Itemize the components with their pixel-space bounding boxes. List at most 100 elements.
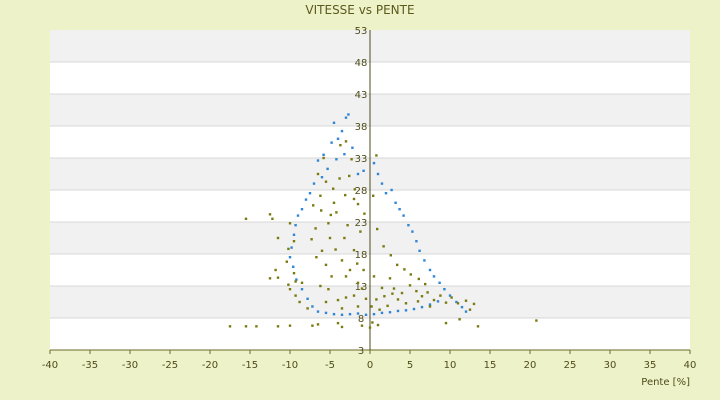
x-tick-label: -25 (162, 360, 178, 371)
data-point-olive (287, 283, 290, 286)
data-point-olive (332, 201, 336, 204)
x-tick-label: 35 (644, 360, 657, 371)
data-point-blue (308, 192, 312, 195)
data-point-olive (348, 268, 352, 272)
data-point-olive (311, 324, 314, 327)
data-point-blue (290, 246, 293, 249)
data-point-olive (360, 324, 364, 327)
data-point-blue (292, 233, 296, 236)
data-point-blue (455, 300, 458, 304)
data-point-blue (438, 281, 441, 284)
data-point-olive (364, 297, 368, 300)
data-point-olive (322, 156, 325, 160)
data-point-olive (375, 154, 378, 157)
data-point-blue (415, 240, 418, 243)
data-point-blue (335, 158, 338, 161)
data-point-olive (350, 158, 353, 161)
data-point-olive (310, 238, 313, 241)
data-point-olive (372, 275, 376, 278)
data-point-blue (300, 208, 304, 211)
data-point-blue (420, 305, 424, 309)
data-point-blue (364, 313, 368, 316)
data-point-olive (360, 287, 364, 290)
y-tick-label: 43 (355, 90, 368, 101)
x-tick-label: -15 (242, 360, 258, 371)
y-tick-label: 18 (355, 250, 368, 261)
x-tick-label: -40 (42, 360, 58, 371)
data-point-blue (316, 159, 320, 162)
y-tick-label: 53 (355, 26, 368, 37)
data-point-olive (324, 263, 328, 267)
data-point-olive (276, 236, 280, 240)
y-tick-label: 33 (355, 154, 368, 165)
y-tick-label: 28 (355, 186, 368, 197)
data-point-olive (315, 256, 318, 259)
data-point-olive (535, 319, 538, 322)
y-tick-label: 38 (355, 122, 368, 133)
data-point-olive (353, 188, 356, 191)
data-point-olive (343, 236, 346, 240)
data-point-olive (356, 262, 359, 265)
data-point-blue (296, 214, 300, 217)
data-point-olive (330, 275, 333, 278)
data-point-olive (288, 324, 292, 327)
data-point-olive (417, 277, 420, 281)
data-point-olive (404, 302, 408, 305)
data-point-blue (372, 312, 376, 316)
data-point-olive (274, 268, 277, 272)
x-tick-label: 40 (684, 360, 697, 371)
x-tick-label: 30 (604, 360, 617, 371)
data-point-blue (351, 146, 354, 149)
data-point-olive (439, 294, 442, 297)
data-point-blue (324, 311, 328, 315)
data-point-blue (306, 297, 309, 300)
data-point-olive (316, 172, 320, 176)
data-point-olive (319, 194, 322, 197)
data-point-blue (428, 268, 432, 272)
data-point-olive (383, 295, 386, 298)
data-point-olive (416, 300, 420, 303)
y-tick-label: 48 (355, 58, 368, 69)
data-point-blue (356, 172, 360, 176)
data-point-olive (352, 197, 356, 201)
data-point-blue (340, 313, 344, 316)
x-tick-label: -30 (122, 360, 138, 371)
data-point-blue (330, 141, 333, 144)
x-tick-label: -20 (202, 360, 218, 371)
data-point-olive (334, 248, 337, 251)
data-point-blue (344, 116, 348, 119)
data-point-olive (276, 276, 280, 279)
x-tick-label: 15 (484, 360, 497, 371)
data-point-olive (409, 273, 412, 276)
data-point-blue (316, 310, 320, 313)
data-point-olive (403, 268, 406, 271)
x-tick-label: 10 (444, 360, 457, 371)
data-point-olive (391, 292, 394, 295)
data-point-olive (287, 247, 290, 251)
data-point-olive (472, 302, 476, 306)
data-point-olive (332, 187, 335, 190)
data-point-olive (319, 284, 322, 288)
data-point-blue (388, 311, 392, 314)
data-point-olive (356, 305, 360, 308)
data-point-olive (362, 268, 365, 272)
data-point-blue (343, 152, 346, 156)
data-point-olive (327, 288, 330, 291)
data-point-blue (311, 305, 314, 308)
data-point-blue (423, 259, 426, 262)
data-point-olive (344, 275, 348, 278)
data-point-olive (400, 291, 404, 295)
data-point-blue (372, 161, 376, 165)
x-tick-label: 20 (524, 360, 537, 371)
data-point-olive (408, 284, 412, 287)
data-point-blue (320, 176, 324, 179)
data-point-olive (356, 281, 360, 284)
data-point-olive (388, 277, 392, 280)
data-point-olive (335, 211, 338, 214)
data-point-olive (329, 213, 332, 217)
data-point-olive (396, 298, 400, 301)
data-point-blue (294, 224, 297, 227)
data-point-olive (389, 254, 392, 257)
data-point-olive (378, 308, 381, 311)
